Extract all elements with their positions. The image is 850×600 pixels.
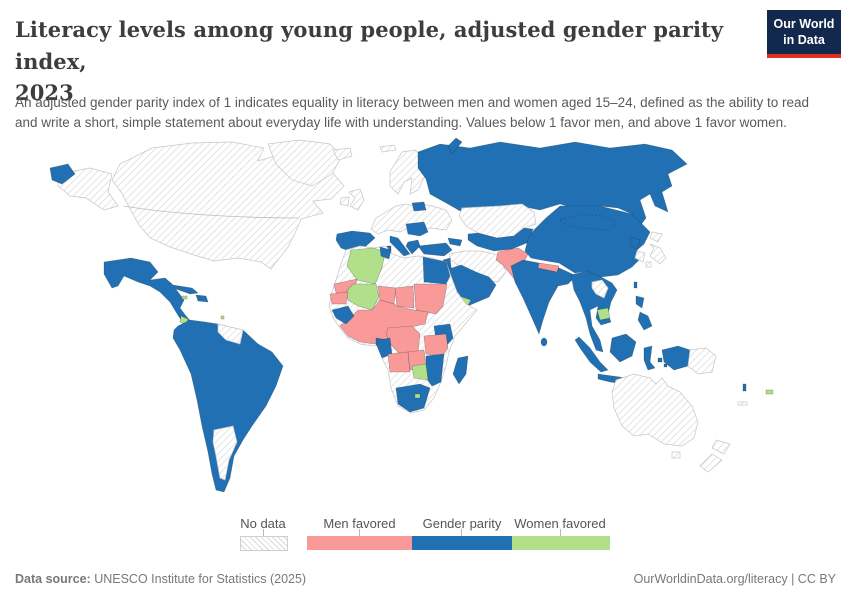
country-baltics[interactable] bbox=[411, 201, 427, 212]
legend-tick-parity bbox=[461, 529, 462, 536]
country-hispaniola[interactable] bbox=[195, 294, 209, 303]
data-source-note: Data source: UNESCO Institute for Statis… bbox=[15, 572, 306, 586]
country-scandinavia[interactable] bbox=[389, 149, 427, 195]
country-philippines-luzon[interactable] bbox=[635, 295, 645, 309]
title-line1: Literacy levels among young people, adju… bbox=[15, 17, 724, 74]
country-caucasus[interactable] bbox=[447, 237, 463, 247]
country-sumatra[interactable] bbox=[574, 336, 609, 373]
country-iceland[interactable] bbox=[332, 147, 353, 161]
country-senegal[interactable] bbox=[329, 291, 349, 305]
legend-swatch-men-favored[interactable] bbox=[307, 536, 412, 550]
country-fiji[interactable] bbox=[765, 389, 774, 395]
country-taiwan[interactable] bbox=[633, 281, 638, 289]
country-spain-portugal[interactable] bbox=[335, 230, 376, 253]
country-guyanas[interactable] bbox=[217, 323, 244, 345]
legend-tick-no-data bbox=[263, 529, 264, 536]
country-greenland[interactable] bbox=[267, 139, 343, 187]
country-alaska[interactable] bbox=[57, 167, 119, 211]
owid-logo-red-bar bbox=[767, 54, 841, 59]
country-australia[interactable] bbox=[611, 373, 699, 447]
country-novaya-zemlya[interactable] bbox=[447, 137, 463, 155]
country-mozambique[interactable] bbox=[425, 353, 445, 387]
country-algeria[interactable] bbox=[346, 247, 386, 285]
country-tunisia[interactable] bbox=[379, 246, 392, 260]
legend-label-women-favored[interactable]: Women favored bbox=[514, 516, 606, 531]
country-zimbabwe[interactable] bbox=[411, 363, 429, 381]
legend-label-men-favored[interactable]: Men favored bbox=[323, 516, 396, 531]
legend-swatch-gender-parity[interactable] bbox=[412, 536, 512, 550]
country-japan-kyushu[interactable] bbox=[645, 261, 652, 268]
country-madagascar[interactable] bbox=[452, 355, 469, 385]
country-mainland-europe[interactable] bbox=[370, 203, 453, 235]
country-south-africa[interactable] bbox=[395, 383, 431, 413]
country-tasmania[interactable] bbox=[671, 451, 681, 459]
country-jamaica[interactable] bbox=[181, 295, 188, 300]
country-moluccas-1[interactable] bbox=[657, 357, 663, 363]
country-balkans[interactable] bbox=[405, 221, 429, 237]
country-moluccas-2[interactable] bbox=[663, 363, 668, 368]
chart-footer: Data source: UNESCO Institute for Statis… bbox=[0, 562, 850, 600]
country-new-caledonia[interactable] bbox=[737, 401, 748, 406]
country-egypt[interactable] bbox=[422, 256, 451, 285]
country-lesotho[interactable] bbox=[414, 393, 421, 399]
country-new-zealand-south[interactable] bbox=[699, 453, 723, 473]
country-sri-lanka[interactable] bbox=[540, 337, 548, 347]
country-iran-iraq-syria[interactable] bbox=[448, 250, 507, 283]
country-svalbard[interactable] bbox=[379, 144, 397, 153]
owid-url-license[interactable]: OurWorldinData.org/literacy | CC BY bbox=[633, 572, 836, 586]
data-source-text: UNESCO Institute for Statistics (2025) bbox=[90, 572, 307, 586]
country-united-kingdom[interactable] bbox=[348, 188, 365, 211]
country-sulawesi[interactable] bbox=[643, 345, 656, 371]
country-papua-new-guinea[interactable] bbox=[687, 347, 717, 375]
owid-logo-line1: Our World bbox=[773, 17, 835, 31]
chart-subtitle: An adjusted gender parity index of 1 ind… bbox=[15, 95, 810, 131]
country-tanzania[interactable] bbox=[423, 333, 449, 357]
legend-swatch-women-favored[interactable] bbox=[512, 536, 610, 550]
legend-swatch-no-data[interactable] bbox=[240, 536, 288, 551]
owid-logo: Our World in Data bbox=[767, 10, 841, 59]
country-turkey[interactable] bbox=[417, 242, 453, 257]
country-chukotka-west[interactable] bbox=[49, 163, 76, 185]
country-nepal[interactable] bbox=[537, 262, 560, 273]
legend-tick-men bbox=[359, 529, 360, 536]
page-title: Literacy levels among young people, adju… bbox=[15, 14, 755, 109]
country-vanuatu[interactable] bbox=[742, 383, 747, 392]
title-line2: 2023 bbox=[15, 80, 74, 105]
country-chad[interactable] bbox=[394, 285, 415, 309]
country-st-lucia[interactable] bbox=[220, 315, 225, 320]
country-cambodia[interactable] bbox=[596, 307, 611, 321]
country-ireland[interactable] bbox=[339, 196, 350, 207]
country-india[interactable] bbox=[510, 259, 577, 335]
country-mali[interactable] bbox=[345, 283, 380, 311]
country-new-zealand-north[interactable] bbox=[711, 439, 731, 455]
country-west-africa-band[interactable] bbox=[339, 299, 429, 345]
world-map bbox=[0, 134, 850, 514]
country-mexico-central-america[interactable] bbox=[103, 257, 194, 329]
country-south-korea[interactable] bbox=[634, 250, 646, 263]
owid-logo-line2: in Data bbox=[783, 32, 825, 47]
data-source-label: Data source: bbox=[15, 572, 91, 586]
country-sudan[interactable] bbox=[413, 283, 448, 315]
country-angola[interactable] bbox=[387, 351, 411, 373]
country-laos[interactable] bbox=[591, 279, 609, 299]
country-argentina[interactable] bbox=[212, 425, 238, 481]
country-north-korea[interactable] bbox=[629, 236, 641, 251]
country-guinea[interactable] bbox=[331, 305, 355, 325]
country-philippines-mindanao[interactable] bbox=[637, 311, 653, 331]
country-italy[interactable] bbox=[389, 235, 411, 257]
country-japan-honshu[interactable] bbox=[649, 243, 667, 265]
country-japan-hokkaido[interactable] bbox=[649, 231, 663, 243]
country-gabon[interactable] bbox=[376, 337, 393, 359]
country-cuba[interactable] bbox=[172, 284, 199, 295]
country-greece[interactable] bbox=[405, 239, 421, 255]
legend-label-no-data[interactable]: No data bbox=[240, 516, 286, 531]
country-borneo[interactable] bbox=[609, 333, 637, 363]
country-china[interactable] bbox=[524, 205, 651, 278]
legend-tick-women bbox=[560, 529, 561, 536]
legend-label-gender-parity[interactable]: Gender parity bbox=[422, 516, 502, 531]
